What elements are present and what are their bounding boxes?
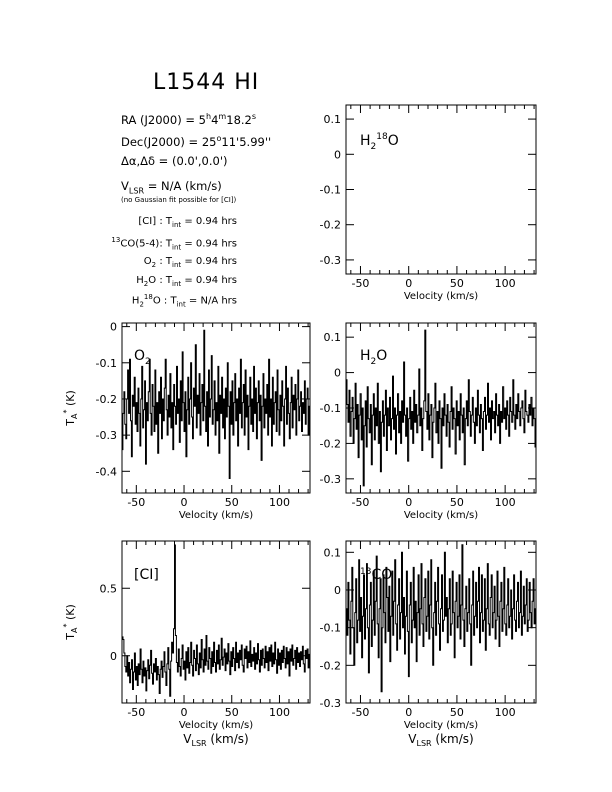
y-tick-label: -0.1 xyxy=(320,402,341,415)
ra-seconds: 18.2 xyxy=(226,112,252,127)
y-axis-label: TA* (K) xyxy=(62,390,79,427)
y-tick-label: 0.1 xyxy=(324,113,342,126)
species-label: O2 xyxy=(134,348,151,367)
y-axis-label: TA* (K) xyxy=(62,604,79,641)
ra-minutes: 4 xyxy=(211,112,219,127)
ra-label: RA (J2000) xyxy=(121,112,182,127)
offset-line: Δα,Δδ = (0.0',0.0') xyxy=(121,154,228,168)
y-tick-label: -0.1 xyxy=(320,622,341,635)
y-tick-label: -0.2 xyxy=(96,393,117,406)
integration-co: 13CO(5-4): Tint = 0.94 hrs xyxy=(111,236,237,252)
x-tick-label: 0 xyxy=(405,706,412,719)
chart-o2: -50 0 50 100 0 -0.1 -0.2 -0.3 -0.4 Velocity (km/s… xyxy=(62,321,311,521)
species-label: H218O xyxy=(360,132,399,152)
page-title: L1544 HI xyxy=(153,70,260,95)
x-tick-label: 50 xyxy=(225,706,239,719)
chart-h218o: -50 0 50 100 0.1 0 -0.1 -0.2 -0.3 Velocity (km/s)… xyxy=(320,104,537,302)
y-tick-label: 0 xyxy=(110,321,117,334)
x-tick-label: 100 xyxy=(495,277,516,290)
y-tick-label: 0 xyxy=(334,584,341,597)
y-tick-label: 0.1 xyxy=(324,331,342,344)
y-tick-label: 0.5 xyxy=(100,582,118,595)
vlsr-axis-title: VLSR (km/s) xyxy=(408,732,473,748)
y-tick-label: -0.2 xyxy=(320,659,341,672)
species-label: H2O xyxy=(360,348,387,367)
y-tick-label: -0.3 xyxy=(96,429,117,442)
plot-frame xyxy=(345,104,537,275)
x-axis-label: Velocity (km/s) xyxy=(179,510,253,521)
integration-h2o: H2O : Tint = 0.94 hrs xyxy=(136,275,237,288)
gaussian-note: (no Gaussian fit possible for [CI]) xyxy=(121,196,237,204)
offset-eq: = xyxy=(158,154,169,168)
x-tick-label: 100 xyxy=(269,496,290,509)
integration-ci: [CI] : Tint = 0.94 hrs xyxy=(138,216,237,229)
x-tick-label: -50 xyxy=(351,277,369,290)
vlsr-value: = N/A (km/s) xyxy=(147,179,222,193)
x-tick-label: 100 xyxy=(269,706,290,719)
x-tick-label: -50 xyxy=(127,706,145,719)
x-tick-label: 0 xyxy=(181,706,188,719)
x-tick-label: 100 xyxy=(495,496,516,509)
dec-eq: = xyxy=(188,134,199,149)
integration-o2: O2 : Tint = 0.94 hrs xyxy=(143,256,237,269)
integration-h218o: H218O : Tint = N/A hrs xyxy=(131,293,237,309)
x-axis-label: Velocity (km/s) xyxy=(404,291,478,302)
offset-value: (0.0',0.0') xyxy=(171,154,228,168)
x-tick-label: 100 xyxy=(495,706,516,719)
plot-frame xyxy=(121,322,311,494)
y-tick-label: -0.3 xyxy=(320,697,341,710)
dec-degrees: 25 xyxy=(201,134,217,149)
ra-eq: = xyxy=(185,112,195,127)
y-tick-label: 0 xyxy=(334,367,341,380)
y-tick-label: -0.1 xyxy=(96,357,117,370)
plot-frame xyxy=(121,540,311,704)
x-tick-label: 50 xyxy=(450,706,464,719)
x-tick-label: 0 xyxy=(405,496,412,509)
x-tick-label: 50 xyxy=(450,277,464,290)
ra-hours: 5 xyxy=(198,112,206,127)
dec-line: Dec(J2000) = 25o11'5.99'' xyxy=(121,134,272,149)
chart-h2o: -50 0 50 100 0.1 0 -0.1 -0.2 -0.3 Velocity (km/s)… xyxy=(320,322,537,521)
vlsr-line: VLSR = N/A (km/s) xyxy=(121,179,222,196)
y-tick-label: -0.2 xyxy=(320,219,341,232)
spectrum-line-ci xyxy=(122,544,310,697)
spectrum-line-h2o xyxy=(346,329,536,487)
species-label: [CI] xyxy=(134,567,159,583)
spectrum-line-co xyxy=(346,544,536,693)
plot-frame xyxy=(345,540,537,704)
vlsr-axis-title: VLSR (km/s) xyxy=(183,732,248,748)
chart-co: -50 0 50 100 0.1 0 -0.1 -0.2 -0.3 Velocity (km/s)… xyxy=(320,540,537,748)
y-tick-label: -0.2 xyxy=(320,437,341,450)
x-axis-label: Velocity (km/s) xyxy=(404,720,478,731)
x-tick-label: 50 xyxy=(225,496,239,509)
x-tick-label: -50 xyxy=(127,496,145,509)
x-tick-label: 0 xyxy=(405,277,412,290)
y-tick-label: 0 xyxy=(334,148,341,161)
x-axis-label: Velocity (km/s) xyxy=(179,720,253,731)
dec-rest: 11'5.99'' xyxy=(221,134,272,149)
y-tick-label: 0.1 xyxy=(324,546,342,559)
x-tick-label: -50 xyxy=(351,496,369,509)
ra-line: RA (J2000) = 5h4m18.2s xyxy=(121,112,257,127)
y-tick-label: -0.3 xyxy=(320,473,341,486)
x-tick-label: 0 xyxy=(181,496,188,509)
y-tick-label: -0.1 xyxy=(320,184,341,197)
spectrum-line-o2 xyxy=(122,329,310,479)
y-tick-label: -0.4 xyxy=(96,465,117,478)
y-tick-label: 0 xyxy=(110,650,117,663)
y-tick-label: -0.3 xyxy=(320,254,341,267)
x-axis-label: Velocity (km/s) xyxy=(404,510,478,521)
x-tick-label: 50 xyxy=(450,496,464,509)
dec-label: Dec(J2000) xyxy=(121,134,185,149)
x-tick-label: -50 xyxy=(351,706,369,719)
